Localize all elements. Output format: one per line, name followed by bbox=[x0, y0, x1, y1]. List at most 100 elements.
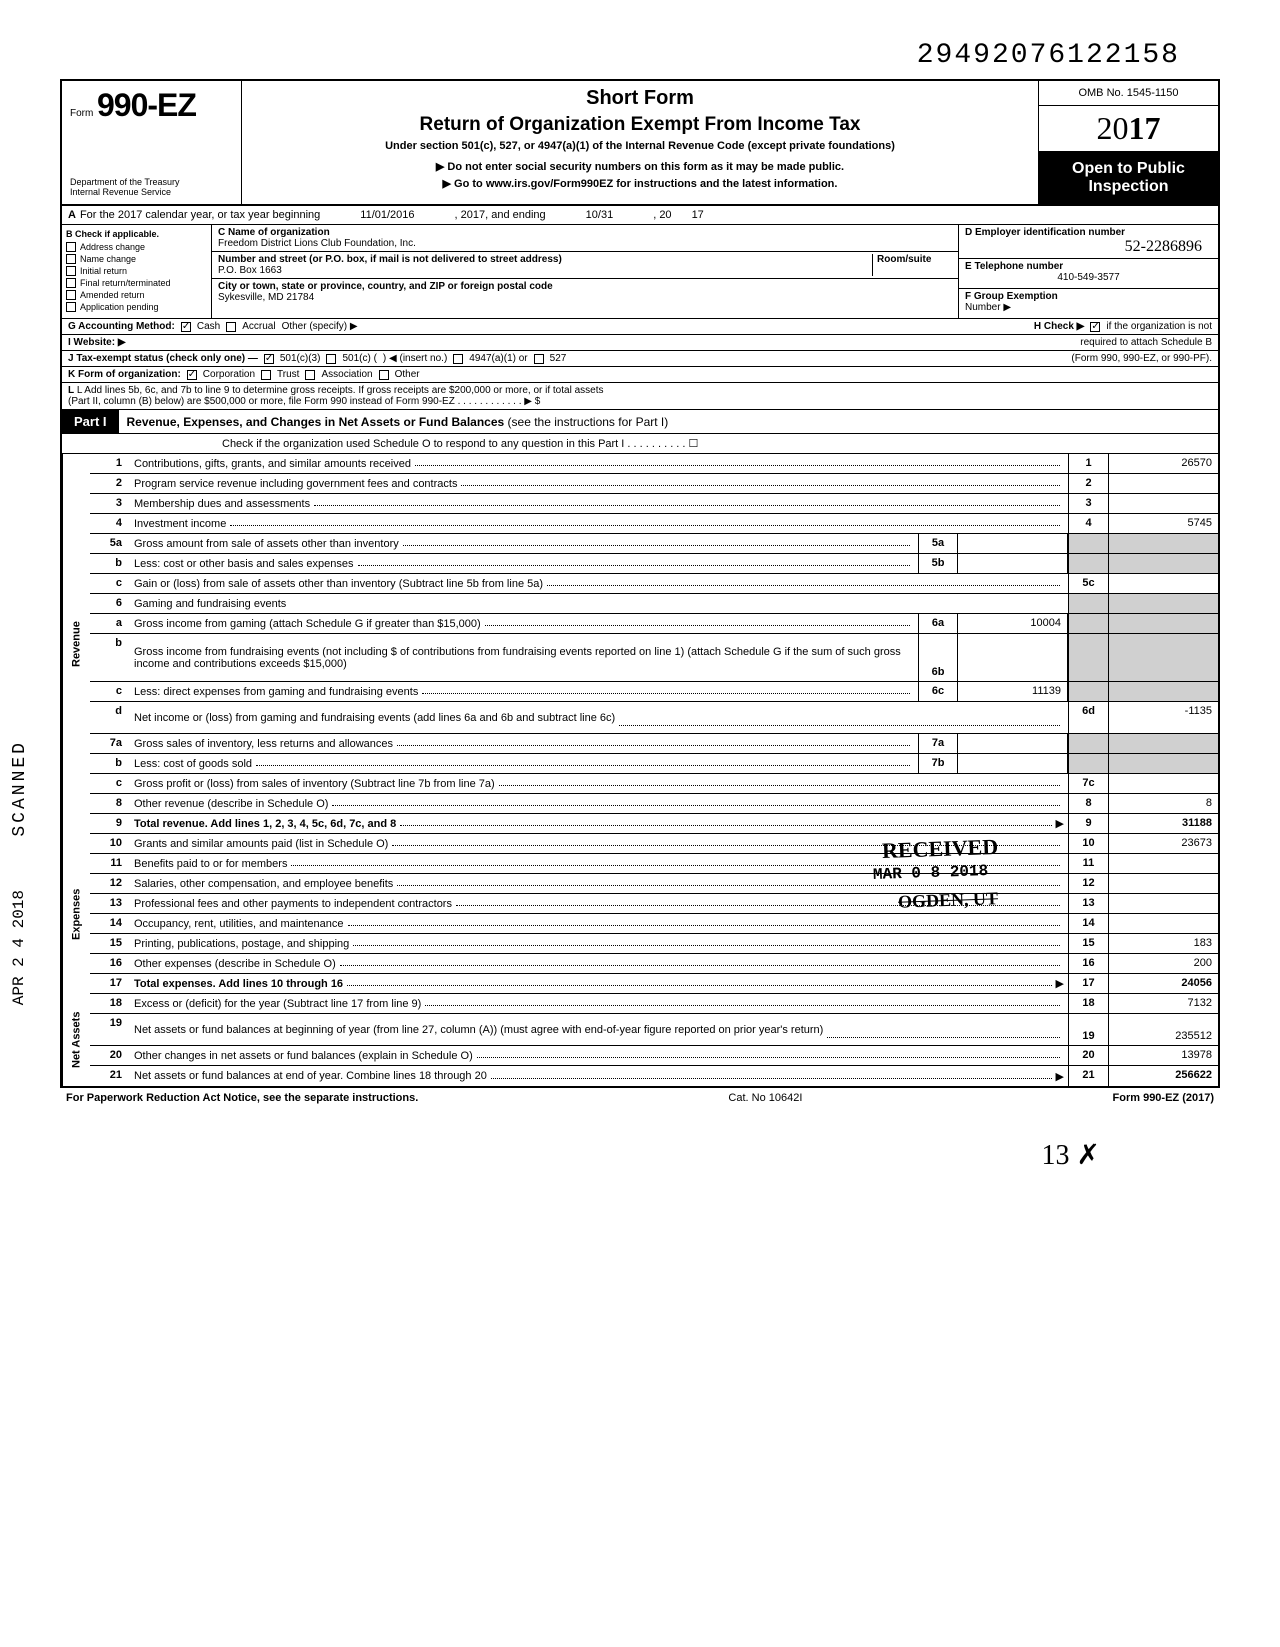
line-20: 20Other changes in net assets or fund ba… bbox=[90, 1046, 1218, 1066]
line-6b: bGross income from fundraising events (n… bbox=[90, 634, 1218, 682]
line-10: 10Grants and similar amounts paid (list … bbox=[90, 834, 1218, 854]
website-note: ▶ Go to www.irs.gov/Form990EZ for instru… bbox=[252, 177, 1028, 190]
col-c-org-info: C Name of organization Freedom District … bbox=[212, 225, 958, 318]
net-assets-lines: 18Excess or (deficit) for the year (Subt… bbox=[90, 994, 1218, 1086]
document-locator-number: 29492076122158 bbox=[60, 40, 1220, 71]
org-street: P.O. Box 1663 bbox=[218, 265, 872, 276]
revenue-side-label: Revenue bbox=[62, 454, 90, 834]
row-a-tax-year: A For the 2017 calendar year, or tax yea… bbox=[62, 206, 1218, 225]
chk-address-change[interactable]: Address change bbox=[66, 242, 207, 252]
tax-year-end: 10/31 bbox=[586, 209, 614, 221]
entity-block: B Check if applicable. Address change Na… bbox=[62, 225, 1218, 319]
org-name: Freedom District Lions Club Foundation, … bbox=[218, 238, 952, 249]
open-line2: Inspection bbox=[1043, 178, 1214, 196]
meta-rows: G Accounting Method: Cash Accrual Other … bbox=[62, 319, 1218, 410]
row-g-accounting: G Accounting Method: Cash Accrual Other … bbox=[62, 319, 1218, 335]
open-line1: Open to Public bbox=[1043, 160, 1214, 178]
chk-trust[interactable] bbox=[261, 370, 271, 380]
chk-cash[interactable] bbox=[181, 322, 191, 332]
ssn-note: ▶ Do not enter social security numbers o… bbox=[252, 160, 1028, 173]
line-21: 21Net assets or fund balances at end of … bbox=[90, 1066, 1218, 1086]
line-16: 16Other expenses (describe in Schedule O… bbox=[90, 954, 1218, 974]
checkbox-icon bbox=[66, 242, 76, 252]
line-17: 17Total expenses. Add lines 10 through 1… bbox=[90, 974, 1218, 994]
net-assets-side-label: Net Assets bbox=[62, 994, 90, 1086]
chk-501c[interactable] bbox=[326, 354, 336, 364]
line-6a: aGross income from gaming (attach Schedu… bbox=[90, 614, 1218, 634]
line-5b: bLess: cost or other basis and sales exp… bbox=[90, 554, 1218, 574]
line-18: 18Excess or (deficit) for the year (Subt… bbox=[90, 994, 1218, 1014]
page-footer: For Paperwork Reduction Act Notice, see … bbox=[60, 1088, 1220, 1108]
line-6c: cLess: direct expenses from gaming and f… bbox=[90, 682, 1218, 702]
row-j-tax-exempt: J Tax-exempt status (check only one) — 5… bbox=[62, 351, 1218, 367]
line-11: 11Benefits paid to or for members11 bbox=[90, 854, 1218, 874]
k-label: K Form of organization: bbox=[68, 369, 181, 380]
dept-treasury: Department of the Treasury Internal Reve… bbox=[70, 178, 233, 198]
chk-schedule-b[interactable] bbox=[1090, 322, 1100, 332]
line-9: 9Total revenue. Add lines 1, 2, 3, 4, 5c… bbox=[90, 814, 1218, 834]
chk-amended-return[interactable]: Amended return bbox=[66, 290, 207, 300]
org-name-label: C Name of organization bbox=[218, 227, 944, 238]
net-assets-section: Net Assets 18Excess or (deficit) for the… bbox=[62, 994, 1218, 1086]
row-k-form-org: K Form of organization: Corporation Trus… bbox=[62, 367, 1218, 383]
page: SCANNED APR 2 4 2018 29492076122158 Form… bbox=[60, 40, 1220, 1172]
chk-corporation[interactable] bbox=[187, 370, 197, 380]
line-6d: dNet income or (loss) from gaming and fu… bbox=[90, 702, 1218, 734]
header-right: OMB No. 1545-1150 2017 Open to Public In… bbox=[1038, 81, 1218, 204]
tel-cell: E Telephone number 410-549-3577 bbox=[959, 259, 1218, 289]
line-15: 15Printing, publications, postage, and s… bbox=[90, 934, 1218, 954]
chk-accrual[interactable] bbox=[226, 322, 236, 332]
line-7b: bLess: cost of goods sold7b bbox=[90, 754, 1218, 774]
chk-527[interactable] bbox=[534, 354, 544, 364]
short-form-label: Short Form bbox=[252, 87, 1028, 110]
line-13: 13Professional fees and other payments t… bbox=[90, 894, 1218, 914]
checkbox-icon bbox=[66, 266, 76, 276]
line-4: 4Investment income45745 bbox=[90, 514, 1218, 534]
row-a-text3: , 20 bbox=[653, 209, 671, 221]
col-def: D Employer identification number 52-2286… bbox=[958, 225, 1218, 318]
tax-year-yy: 17 bbox=[692, 209, 704, 221]
tax-year: 2017 bbox=[1039, 106, 1218, 152]
part1-title: Revenue, Expenses, and Changes in Net As… bbox=[119, 411, 677, 433]
ein-value: 52-2286896 bbox=[965, 238, 1212, 256]
group-label: F Group Exemption bbox=[965, 291, 1212, 302]
ein-cell: D Employer identification number 52-2286… bbox=[959, 225, 1218, 259]
chk-association[interactable] bbox=[305, 370, 315, 380]
form-subtitle: Under section 501(c), 527, or 4947(a)(1)… bbox=[252, 140, 1028, 152]
part1-label: Part I bbox=[62, 410, 119, 433]
form-prefix: Form bbox=[70, 108, 93, 119]
dept-line2: Internal Revenue Service bbox=[70, 188, 233, 198]
chk-4947[interactable] bbox=[453, 354, 463, 364]
j-label: J Tax-exempt status (check only one) — bbox=[68, 353, 258, 364]
header-middle: Short Form Return of Organization Exempt… bbox=[242, 81, 1038, 204]
street-label: Number and street (or P.O. box, if mail … bbox=[218, 254, 864, 265]
chk-initial-return[interactable]: Initial return bbox=[66, 266, 207, 276]
group-label2: Number ▶ bbox=[965, 302, 1212, 313]
chk-application-pending[interactable]: Application pending bbox=[66, 302, 207, 312]
checkbox-icon bbox=[66, 278, 76, 288]
scanned-stamp: SCANNED bbox=[10, 740, 30, 837]
org-city: Sykesville, MD 21784 bbox=[218, 292, 952, 303]
revenue-section: Revenue 1Contributions, gifts, grants, a… bbox=[62, 454, 1218, 834]
chk-name-change[interactable]: Name change bbox=[66, 254, 207, 264]
row-a-text2: , 2017, and ending bbox=[455, 209, 546, 221]
h-label: H Check ▶ bbox=[1034, 321, 1084, 332]
chk-other-org[interactable] bbox=[379, 370, 389, 380]
line-12: 12Salaries, other compensation, and empl… bbox=[90, 874, 1218, 894]
footer-left: For Paperwork Reduction Act Notice, see … bbox=[66, 1092, 418, 1104]
header-left: Form 990-EZ Department of the Treasury I… bbox=[62, 81, 242, 204]
line-5a: 5aGross amount from sale of assets other… bbox=[90, 534, 1218, 554]
chk-501c3[interactable] bbox=[264, 354, 274, 364]
line-7a: 7aGross sales of inventory, less returns… bbox=[90, 734, 1218, 754]
ein-label: D Employer identification number bbox=[965, 227, 1212, 238]
open-to-public: Open to Public Inspection bbox=[1039, 152, 1218, 204]
org-city-cell: City or town, state or province, country… bbox=[212, 279, 958, 305]
row-a-text1: For the 2017 calendar year, or tax year … bbox=[80, 209, 320, 221]
form-990ez: Form 990-EZ Department of the Treasury I… bbox=[60, 79, 1220, 1088]
apr-date-stamp: APR 2 4 2018 bbox=[10, 890, 28, 1005]
line-5c: cGain or (loss) from sale of assets othe… bbox=[90, 574, 1218, 594]
expenses-side-label: Expenses bbox=[62, 834, 90, 994]
g-label: G Accounting Method: bbox=[68, 321, 175, 332]
row-i-website: I Website: ▶ required to attach Schedule… bbox=[62, 335, 1218, 351]
chk-final-return[interactable]: Final return/terminated bbox=[66, 278, 207, 288]
